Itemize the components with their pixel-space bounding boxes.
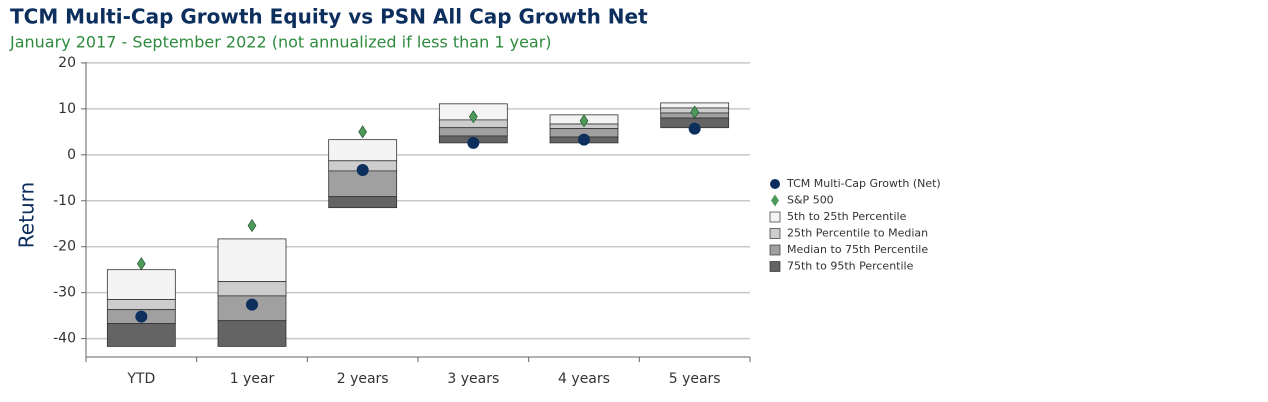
percentile-band [217,295,287,322]
percentile-band [106,299,176,311]
percentile-band [217,320,287,347]
y-tick-label: -30 [53,285,76,301]
tcm-marker [356,163,369,176]
sp500-marker [358,125,368,139]
x-tick-label: 4 years [558,371,610,387]
y-tick-label: -10 [53,193,76,209]
tcm-marker [688,122,701,135]
legend-label: S&P 500 [787,194,834,207]
sp500-marker [690,105,700,119]
legend-label: Median to 75th Percentile [787,243,928,256]
percentile-band [328,196,398,209]
legend-label: 75th to 95th Percentile [787,260,914,273]
legend-marker [771,194,779,207]
legend-label: 25th Percentile to Median [787,227,928,240]
y-tick-label: -20 [53,239,76,255]
x-tick-label: 5 years [669,371,721,387]
legend-marker [770,179,780,189]
y-tick-label: 10 [58,101,76,117]
legend-swatch [769,261,781,272]
tcm-marker [135,310,148,323]
percentile-band [106,269,176,300]
percentile-band [217,238,287,283]
sp500-marker [468,110,478,124]
percentile-band [438,127,508,137]
y-tick-label: 0 [67,147,76,163]
legend-swatch [769,244,781,256]
percentile-band [328,139,398,162]
tcm-marker [246,298,258,311]
y-tick-label: 20 [58,55,76,71]
legend-swatch [769,211,781,223]
tcm-marker [467,136,480,149]
legend-swatch [769,228,781,239]
percentile-band [217,281,287,297]
x-tick-label: 3 years [447,371,499,387]
x-tick-label: 1 year [230,371,275,387]
chart-subtitle: January 2017 - September 2022 (not annua… [9,33,552,52]
y-tick-label: -40 [53,331,76,347]
legend-label: TCM Multi-Cap Growth (Net) [786,177,941,190]
sp500-marker [136,257,146,271]
sp500-marker [579,114,589,128]
percentile-band [106,323,176,347]
tcm-marker [578,133,590,146]
chart-title: TCM Multi-Cap Growth Equity vs PSN All C… [10,5,648,29]
x-tick-label: 2 years [337,371,389,387]
legend-label: 5th to 25th Percentile [787,210,907,223]
y-axis-label: Return [15,182,39,248]
sp500-marker [247,219,257,233]
x-tick-label: YTD [126,371,155,387]
